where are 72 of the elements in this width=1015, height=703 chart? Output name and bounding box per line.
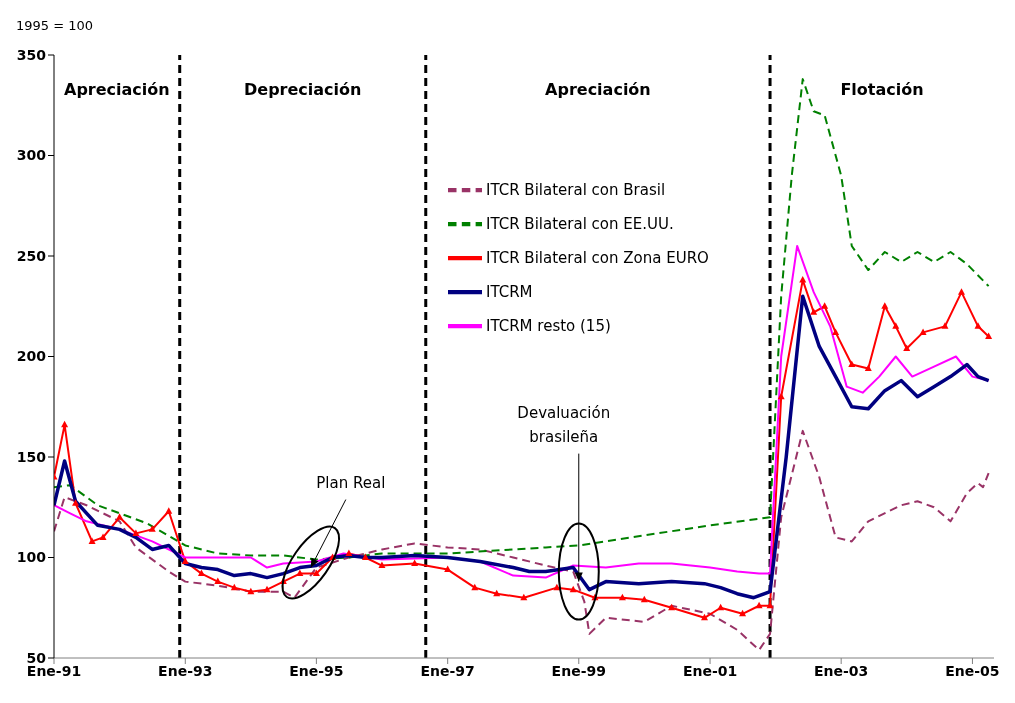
- point: [88, 537, 96, 544]
- legend-label: ITCR Bilateral con Zona EURO: [486, 248, 709, 267]
- annotation: Plan Real: [316, 473, 386, 492]
- point: [903, 344, 911, 351]
- point: [919, 328, 927, 335]
- point: [848, 360, 856, 368]
- point: [832, 328, 840, 335]
- point: [799, 276, 807, 283]
- point: [569, 585, 577, 593]
- point: [247, 587, 255, 595]
- x-tick-label: Ene-99: [551, 662, 606, 679]
- point: [881, 302, 889, 309]
- point: [640, 595, 648, 603]
- point: [892, 322, 900, 329]
- y-tick-label: 200: [16, 348, 47, 365]
- point: [493, 589, 501, 597]
- y-axis-title: 1995 = 100: [16, 18, 94, 33]
- point: [132, 529, 140, 536]
- point: [214, 577, 222, 585]
- point: [99, 533, 107, 540]
- point: [230, 583, 238, 591]
- point: [985, 332, 993, 339]
- point: [766, 601, 774, 609]
- point: [411, 559, 419, 567]
- point: [361, 553, 369, 560]
- point: [777, 392, 785, 400]
- point: [296, 569, 304, 577]
- annotation: Depreciación: [244, 80, 362, 99]
- point: [312, 569, 320, 577]
- point: [618, 593, 626, 601]
- point: [739, 609, 747, 617]
- annotation: Apreciación: [545, 80, 651, 99]
- annotation: Apreciación: [64, 80, 170, 99]
- legend-label: ITCR Bilateral con Brasil: [486, 180, 666, 199]
- y-tick-label: 250: [16, 247, 47, 264]
- point: [263, 585, 271, 593]
- x-tick-label: Ene-95: [289, 662, 344, 679]
- point: [974, 322, 982, 329]
- y-tick-label: 300: [16, 147, 47, 164]
- point: [345, 549, 353, 556]
- point: [520, 593, 528, 601]
- legend-label: ITCRM resto (15): [486, 316, 611, 335]
- x-tick-label: Ene-01: [682, 662, 738, 679]
- point: [941, 322, 949, 329]
- annotation: Flotación: [840, 80, 924, 99]
- legend-label: ITCR Bilateral con EE.UU.: [486, 214, 674, 233]
- x-tick-label: Ene-93: [158, 662, 213, 679]
- point: [197, 569, 205, 577]
- point: [181, 557, 189, 565]
- point: [378, 561, 386, 569]
- point: [72, 499, 80, 506]
- point: [957, 288, 965, 295]
- point: [668, 603, 676, 611]
- point: [471, 583, 479, 591]
- point: [810, 308, 818, 315]
- y-tick-label: 150: [16, 448, 47, 465]
- x-tick-label: Ene-03: [814, 662, 869, 679]
- y-tick-label: 100: [16, 549, 47, 566]
- annotation: Devaluación brasileña: [517, 403, 611, 446]
- point: [717, 603, 725, 611]
- point: [700, 613, 708, 621]
- point: [148, 525, 156, 532]
- point: [116, 513, 124, 520]
- point: [165, 507, 173, 514]
- legend-label: ITCRM: [486, 282, 533, 301]
- point: [864, 364, 872, 372]
- y-tick-label: 350: [16, 46, 47, 63]
- point: [444, 565, 452, 573]
- point: [821, 302, 829, 309]
- x-tick-label: Ene-97: [420, 662, 475, 679]
- x-tick-label: Ene-05: [945, 662, 1000, 679]
- line-series: [54, 429, 990, 651]
